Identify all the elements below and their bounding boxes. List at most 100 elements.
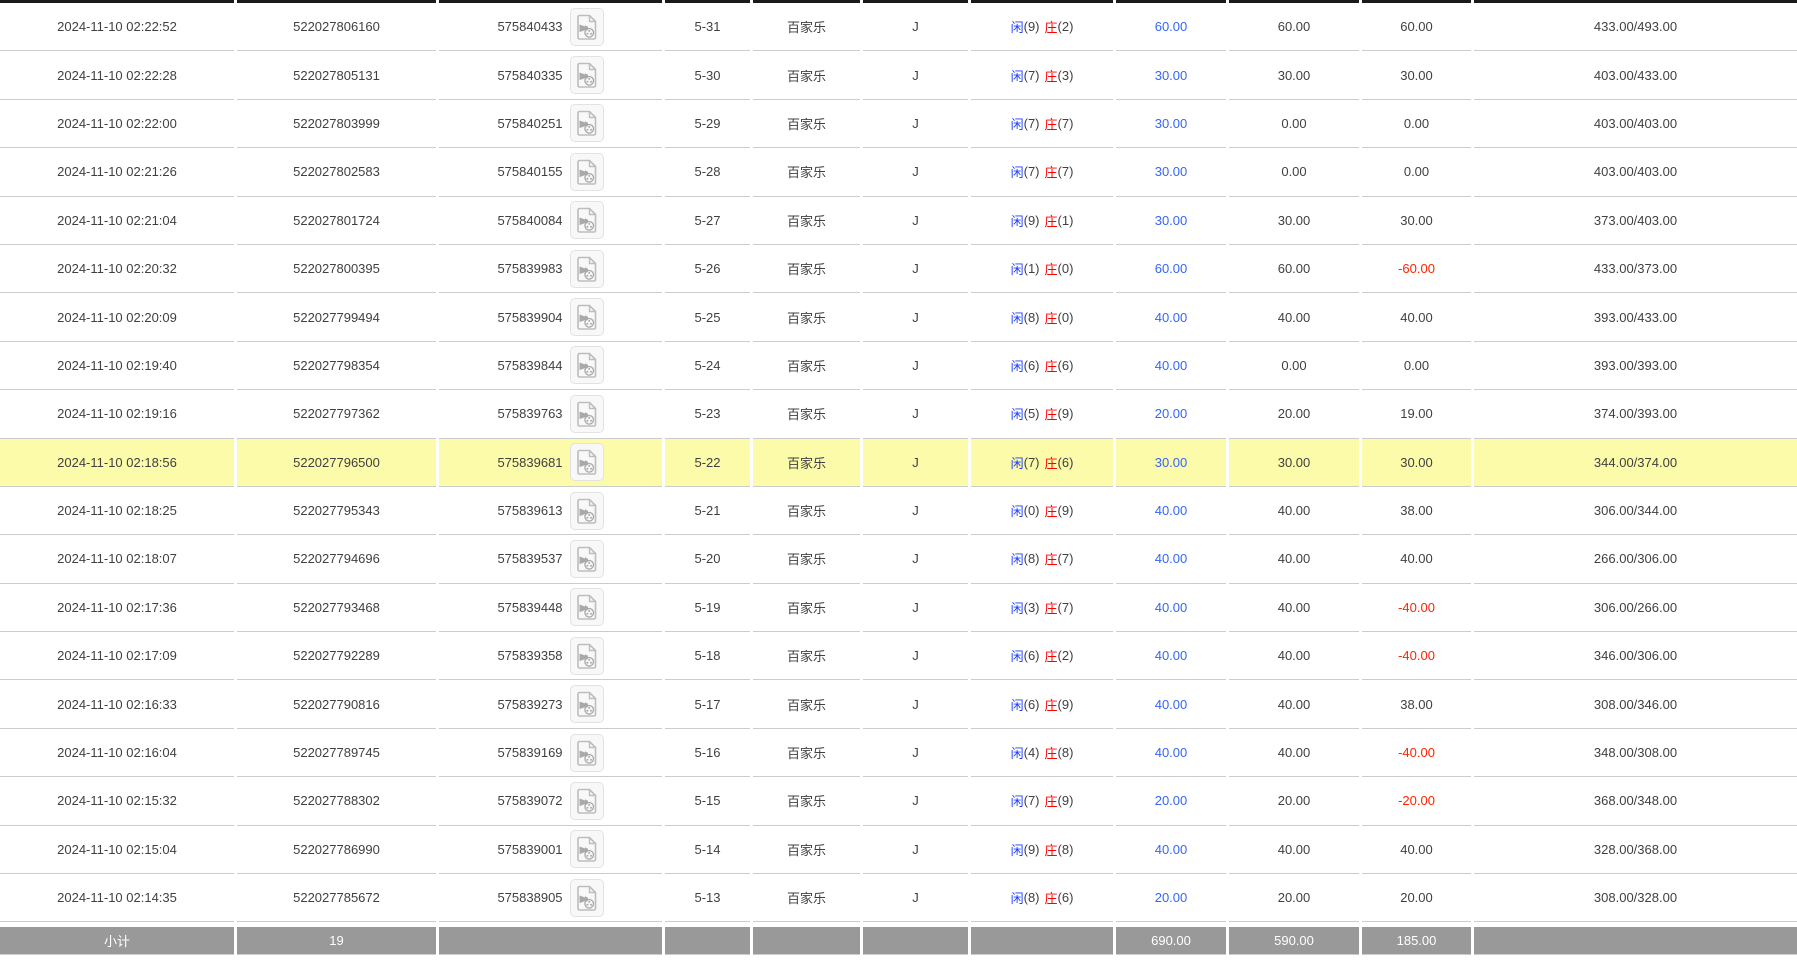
table-row[interactable]: 2024-11-10 02:21:26 522027802583 5758401… — [0, 148, 1797, 197]
video-replay-button[interactable] — [569, 56, 604, 95]
cell-balance: 403.00/433.00 — [1474, 51, 1797, 100]
cell-table-code: J — [863, 583, 968, 633]
cell-result: 闲 (3) 庄 (7) — [971, 583, 1113, 633]
video-replay-button[interactable] — [569, 249, 604, 288]
game-id-text: 575839681 — [497, 454, 563, 470]
video-replay-button[interactable] — [569, 298, 604, 337]
video-replay-button[interactable] — [569, 685, 604, 724]
cell-balance: 328.00/368.00 — [1474, 825, 1797, 875]
banker-score: (9) — [1057, 503, 1074, 519]
cell-game-name: 百家乐 — [753, 486, 860, 536]
video-replay-button[interactable] — [569, 781, 604, 820]
cell-valid-bet: 40.00 — [1116, 535, 1226, 584]
video-replay-button[interactable] — [569, 878, 604, 917]
cell-bet-id: 522027794696 — [237, 535, 436, 584]
player-score: (0) — [1023, 503, 1040, 519]
cell-game-id: 575840155 — [439, 148, 662, 197]
video-replay-button[interactable] — [569, 443, 604, 482]
table-row[interactable]: 2024-11-10 02:19:16 522027797362 5758397… — [0, 390, 1797, 439]
video-replay-button[interactable] — [569, 394, 604, 433]
table-row[interactable]: 2024-11-10 02:17:09 522027792289 5758393… — [0, 632, 1797, 681]
table-row[interactable]: 2024-11-10 02:16:33 522027790816 5758392… — [0, 680, 1797, 729]
game-id-text: 575839169 — [497, 745, 563, 761]
cell-round: 5-18 — [665, 632, 750, 681]
cell-balance: 346.00/306.00 — [1474, 632, 1797, 681]
banker-score: (2) — [1057, 648, 1074, 664]
cell-table-code: J — [863, 196, 968, 245]
cell-win-loss: 0.00 — [1362, 99, 1471, 149]
cell-bet-amount: 30.00 — [1229, 438, 1359, 487]
cell-bet-time: 2024-11-10 02:17:36 — [0, 583, 234, 633]
player-score: (9) — [1023, 212, 1040, 228]
table-row[interactable]: 2024-11-10 02:18:25 522027795343 5758396… — [0, 486, 1797, 536]
table-row[interactable]: 2024-11-10 02:19:40 522027798354 5758398… — [0, 341, 1797, 391]
cell-round: 5-24 — [665, 341, 750, 391]
player-label: 闲 — [1010, 213, 1024, 229]
table-row[interactable]: 2024-11-10 02:16:04 522027789745 5758391… — [0, 728, 1797, 778]
cell-bet-amount: 0.00 — [1229, 148, 1359, 197]
cell-valid-bet: 40.00 — [1116, 825, 1226, 875]
cell-table-code: J — [863, 680, 968, 729]
cell-result: 闲 (0) 庄 (9) — [971, 486, 1113, 536]
table-row[interactable]: 2024-11-10 02:15:32 522027788302 5758390… — [0, 777, 1797, 826]
video-replay-button[interactable] — [569, 733, 604, 772]
cell-bet-amount: 40.00 — [1229, 293, 1359, 342]
cell-result: 闲 (7) 庄 (9) — [971, 777, 1113, 826]
player-score: (6) — [1023, 696, 1040, 712]
table-row[interactable]: 2024-11-10 02:22:28 522027805131 5758403… — [0, 51, 1797, 100]
game-id-text: 575840433 — [497, 19, 563, 35]
cell-game-name: 百家乐 — [753, 777, 860, 826]
cell-round: 5-27 — [665, 196, 750, 245]
table-row[interactable]: 2024-11-10 02:20:32 522027800395 5758399… — [0, 244, 1797, 294]
table-row[interactable]: 2024-11-10 02:22:00 522027803999 5758402… — [0, 99, 1797, 149]
cell-balance: 433.00/373.00 — [1474, 244, 1797, 294]
table-row[interactable]: 2024-11-10 02:21:04 522027801724 5758400… — [0, 196, 1797, 245]
cell-bet-amount: 40.00 — [1229, 535, 1359, 584]
banker-score: (8) — [1057, 841, 1074, 857]
player-score: (9) — [1023, 841, 1040, 857]
cell-valid-bet: 30.00 — [1116, 51, 1226, 100]
cell-round: 5-23 — [665, 390, 750, 439]
banker-label: 庄 — [1044, 552, 1058, 568]
table-row[interactable]: 2024-11-10 02:20:09 522027799494 5758399… — [0, 293, 1797, 342]
table-row[interactable]: 2024-11-10 02:18:56 522027796500 5758396… — [0, 438, 1797, 487]
banker-label: 庄 — [1044, 504, 1058, 520]
player-label: 闲 — [1010, 552, 1024, 568]
table-row[interactable]: 2024-11-10 02:17:36 522027793468 5758394… — [0, 583, 1797, 633]
table-row[interactable]: 2024-11-10 02:14:35 522027785672 5758389… — [0, 874, 1797, 923]
game-id-text: 575839001 — [497, 841, 563, 857]
video-replay-button[interactable] — [569, 830, 604, 869]
player-label: 闲 — [1010, 310, 1024, 326]
table-row[interactable]: 2024-11-10 02:22:52 522027806160 5758404… — [0, 3, 1797, 52]
banker-score: (6) — [1057, 357, 1074, 373]
banker-score: (1) — [1057, 212, 1074, 228]
cell-win-loss: 38.00 — [1362, 486, 1471, 536]
header-edge-segment — [1229, 0, 1359, 3]
video-replay-button[interactable] — [569, 539, 604, 578]
cell-result: 闲 (9) 庄 (8) — [971, 825, 1113, 875]
banker-label: 庄 — [1044, 20, 1058, 36]
video-replay-button[interactable] — [569, 152, 604, 191]
cell-bet-amount: 40.00 — [1229, 486, 1359, 536]
table-row[interactable]: 2024-11-10 02:15:04 522027786990 5758390… — [0, 825, 1797, 875]
video-replay-button[interactable] — [569, 588, 604, 627]
video-replay-button[interactable] — [569, 346, 604, 385]
video-replay-button[interactable] — [569, 636, 604, 675]
cell-bet-id: 522027798354 — [237, 341, 436, 391]
video-replay-button[interactable] — [569, 491, 604, 530]
video-replay-button[interactable] — [569, 201, 604, 240]
banker-label: 庄 — [1044, 407, 1058, 423]
cell-game-name: 百家乐 — [753, 99, 860, 149]
table-row[interactable]: 2024-11-10 02:18:07 522027794696 5758395… — [0, 535, 1797, 584]
banker-label: 庄 — [1044, 746, 1058, 762]
video-replay-button[interactable] — [569, 7, 604, 46]
summary-row-count: 19 — [237, 927, 436, 956]
cell-table-code: J — [863, 874, 968, 923]
cell-bet-time: 2024-11-10 02:18:25 — [0, 486, 234, 536]
banker-label: 庄 — [1044, 891, 1058, 907]
cell-bet-amount: 40.00 — [1229, 825, 1359, 875]
cell-game-id: 575838905 — [439, 874, 662, 923]
cell-valid-bet: 30.00 — [1116, 438, 1226, 487]
video-replay-button[interactable] — [569, 104, 604, 143]
cell-game-name: 百家乐 — [753, 390, 860, 439]
